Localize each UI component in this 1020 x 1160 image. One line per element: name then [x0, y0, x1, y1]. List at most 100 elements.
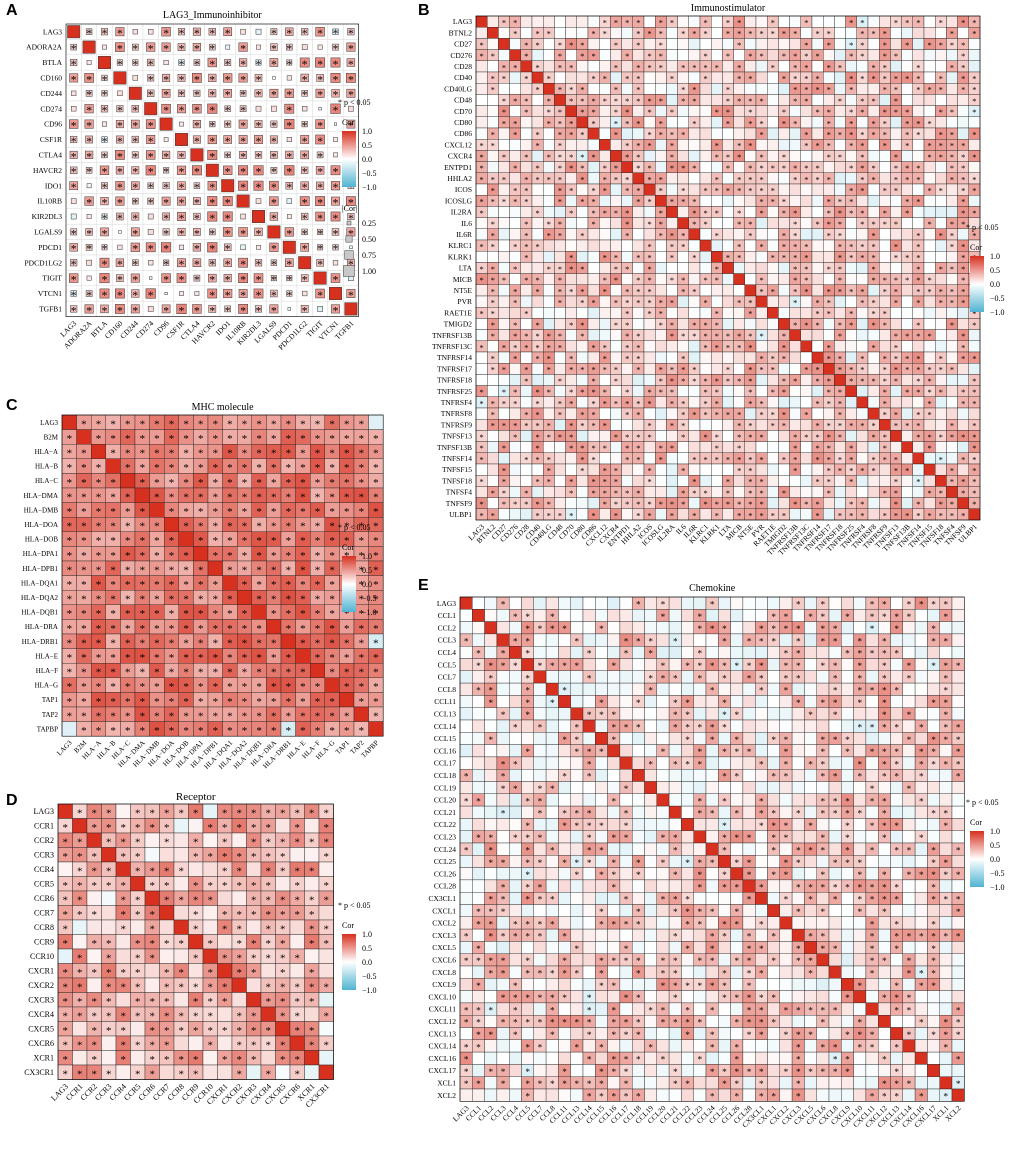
heatmap-cell — [587, 329, 600, 342]
sig-star: * — [894, 75, 898, 84]
y-tick-label: CD86 — [454, 129, 472, 138]
heatmap-mark — [192, 120, 201, 129]
sig-star: * — [140, 418, 145, 430]
heatmap-cell — [621, 127, 634, 140]
sig-star: * — [726, 97, 730, 106]
heatmap-cell — [654, 351, 667, 364]
sig-star: * — [793, 164, 797, 173]
sig-star: * — [513, 399, 517, 408]
sig-star: * — [183, 506, 188, 518]
heatmap-cell — [946, 183, 958, 196]
heatmap-cell — [677, 307, 690, 319]
heatmap-cell — [688, 150, 701, 162]
sig-star: * — [256, 418, 261, 430]
sig-star: * — [536, 478, 540, 487]
y-tick-label: TNFRSF25 — [437, 387, 472, 396]
sig-star: * — [692, 332, 696, 341]
sig-star: * — [972, 19, 976, 28]
sig-star: * — [860, 355, 864, 364]
sig-star: * — [972, 131, 976, 140]
sig-star: * — [227, 491, 232, 503]
heatmap-mark — [254, 305, 263, 313]
sig-star: * — [558, 287, 562, 296]
sig-star: * — [148, 290, 154, 302]
y-tick-label: TNFSF13 — [442, 432, 472, 441]
heatmap-cell — [699, 284, 712, 297]
sig-star: * — [804, 287, 808, 296]
sig-star: * — [659, 220, 663, 229]
sig-star: * — [737, 467, 741, 476]
sig-star: * — [838, 388, 842, 397]
sig-star: * — [704, 388, 708, 397]
heatmap-mark — [176, 303, 187, 314]
sig-star: * — [838, 209, 842, 218]
heatmap-cell — [542, 15, 555, 28]
heatmap-cell — [498, 27, 510, 39]
sig-star: * — [636, 19, 640, 28]
sig-star: * — [524, 411, 528, 420]
sig-star: * — [771, 388, 775, 397]
sig-star: * — [132, 43, 138, 55]
heatmap-cell — [498, 452, 510, 465]
sig-star: * — [359, 608, 364, 620]
heatmap-cell — [800, 150, 813, 162]
heatmap-cell — [800, 486, 813, 498]
sig-star: * — [827, 422, 831, 431]
sig-star: * — [213, 550, 218, 562]
heatmap-cell — [688, 183, 701, 196]
heatmap-mark — [222, 227, 233, 237]
sig-star: * — [71, 274, 77, 286]
heatmap-cell — [879, 329, 891, 342]
sig-star: * — [86, 74, 92, 86]
sig-star: * — [636, 287, 640, 296]
sig-star: * — [225, 105, 231, 117]
sig-star: * — [782, 164, 786, 173]
sig-star: * — [271, 244, 277, 256]
heatmap-cell — [767, 116, 779, 129]
sig-star: * — [592, 52, 596, 61]
sig-star: * — [894, 511, 898, 520]
heatmap-cell — [823, 363, 835, 375]
sig-star: * — [692, 489, 696, 498]
sig-star: * — [905, 366, 909, 375]
sig-star: * — [102, 228, 108, 240]
sig-star: * — [271, 637, 276, 649]
sig-star: * — [183, 433, 188, 445]
sig-star: * — [760, 399, 764, 408]
heatmap-cell — [946, 441, 958, 454]
sig-star: * — [939, 19, 943, 28]
sig-star: * — [96, 462, 101, 474]
sig-star: * — [348, 182, 354, 194]
heatmap-cell — [923, 452, 936, 465]
heatmap-cell — [632, 239, 645, 252]
heatmap-cell — [811, 385, 824, 398]
heatmap-mark — [223, 274, 232, 283]
heatmap-immunostimulator: ImmunostimulatorLAG3LAG3BTNL2BTNL2CD27CD… — [432, 3, 1005, 557]
sig-star: * — [648, 142, 652, 151]
sig-star: * — [81, 550, 86, 562]
heatmap-mark — [101, 121, 108, 127]
heatmap-mark — [286, 75, 292, 81]
heatmap-mark — [192, 104, 202, 114]
heatmap-cell — [654, 284, 667, 297]
heatmap-cell — [610, 71, 622, 84]
sig-star: * — [256, 506, 261, 518]
sig-star: * — [838, 231, 842, 240]
sig-star: * — [614, 131, 618, 140]
sig-star: * — [659, 388, 663, 397]
heatmap-cell — [856, 486, 869, 498]
sig-star: * — [300, 448, 305, 460]
heatmap-cell — [688, 49, 701, 61]
sig-star: * — [849, 500, 853, 509]
sig-star: * — [625, 455, 629, 464]
sig-star: * — [148, 244, 154, 256]
sig-star: * — [329, 433, 334, 445]
sig-star: * — [271, 579, 276, 591]
sig-star: * — [715, 455, 719, 464]
sig-star: * — [348, 90, 354, 102]
sig-star: * — [737, 30, 741, 39]
sig-star: * — [256, 120, 262, 132]
sig-star: * — [692, 86, 696, 95]
sig-star: * — [256, 623, 261, 635]
sig-star: * — [169, 433, 174, 445]
